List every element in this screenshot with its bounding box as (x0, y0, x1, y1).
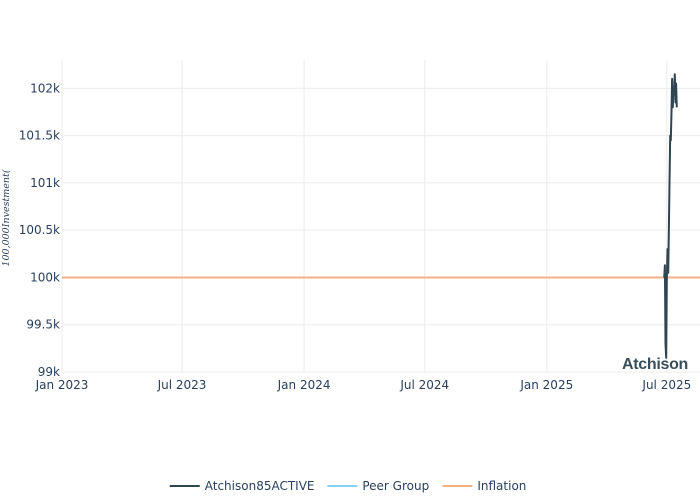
x-tick-label: Jul 2024 (399, 378, 449, 392)
x-tick-label: Jan 2025 (519, 378, 573, 392)
series-lines (62, 73, 700, 359)
y-tick-label: 100.5k (19, 223, 60, 237)
y-tick-label: 102k (30, 81, 60, 95)
legend-item-peer-group[interactable]: Peer Group (327, 479, 429, 493)
y-axis-title: 100,000Investment( (1, 169, 12, 266)
y-tick-label: 101.5k (19, 129, 60, 143)
legend-label: Atchison85ACTIVE (205, 479, 315, 493)
axes: 99k 99.5k 100k 100.5k 101k 101.5k 102k Jan 2023… (19, 81, 692, 392)
x-tick-label: Jul 2023 (157, 378, 207, 392)
y-tick-label: 100k (30, 270, 60, 284)
y-tick-label: 99k (38, 365, 60, 379)
y-tick-label: 101k (30, 176, 60, 190)
legend-label: Peer Group (362, 479, 429, 493)
legend-item-atchison85active[interactable]: Atchison85ACTIVE (169, 479, 315, 493)
grid (61, 60, 700, 373)
series-line-atchison85active (663, 73, 678, 359)
x-tick-label: Jan 2023 (35, 378, 89, 392)
y-tick-label: 99.5k (26, 318, 60, 332)
legend-label: Inflation (477, 479, 526, 493)
atchison-watermark: Atchison (622, 356, 688, 373)
legend: Atchison85ACTIVE Peer Group Inflation (169, 479, 526, 493)
x-tick-label: Jul 2025 (641, 378, 691, 392)
x-tick-label: Jan 2024 (277, 378, 331, 392)
legend-item-inflation[interactable]: Inflation (442, 479, 526, 493)
